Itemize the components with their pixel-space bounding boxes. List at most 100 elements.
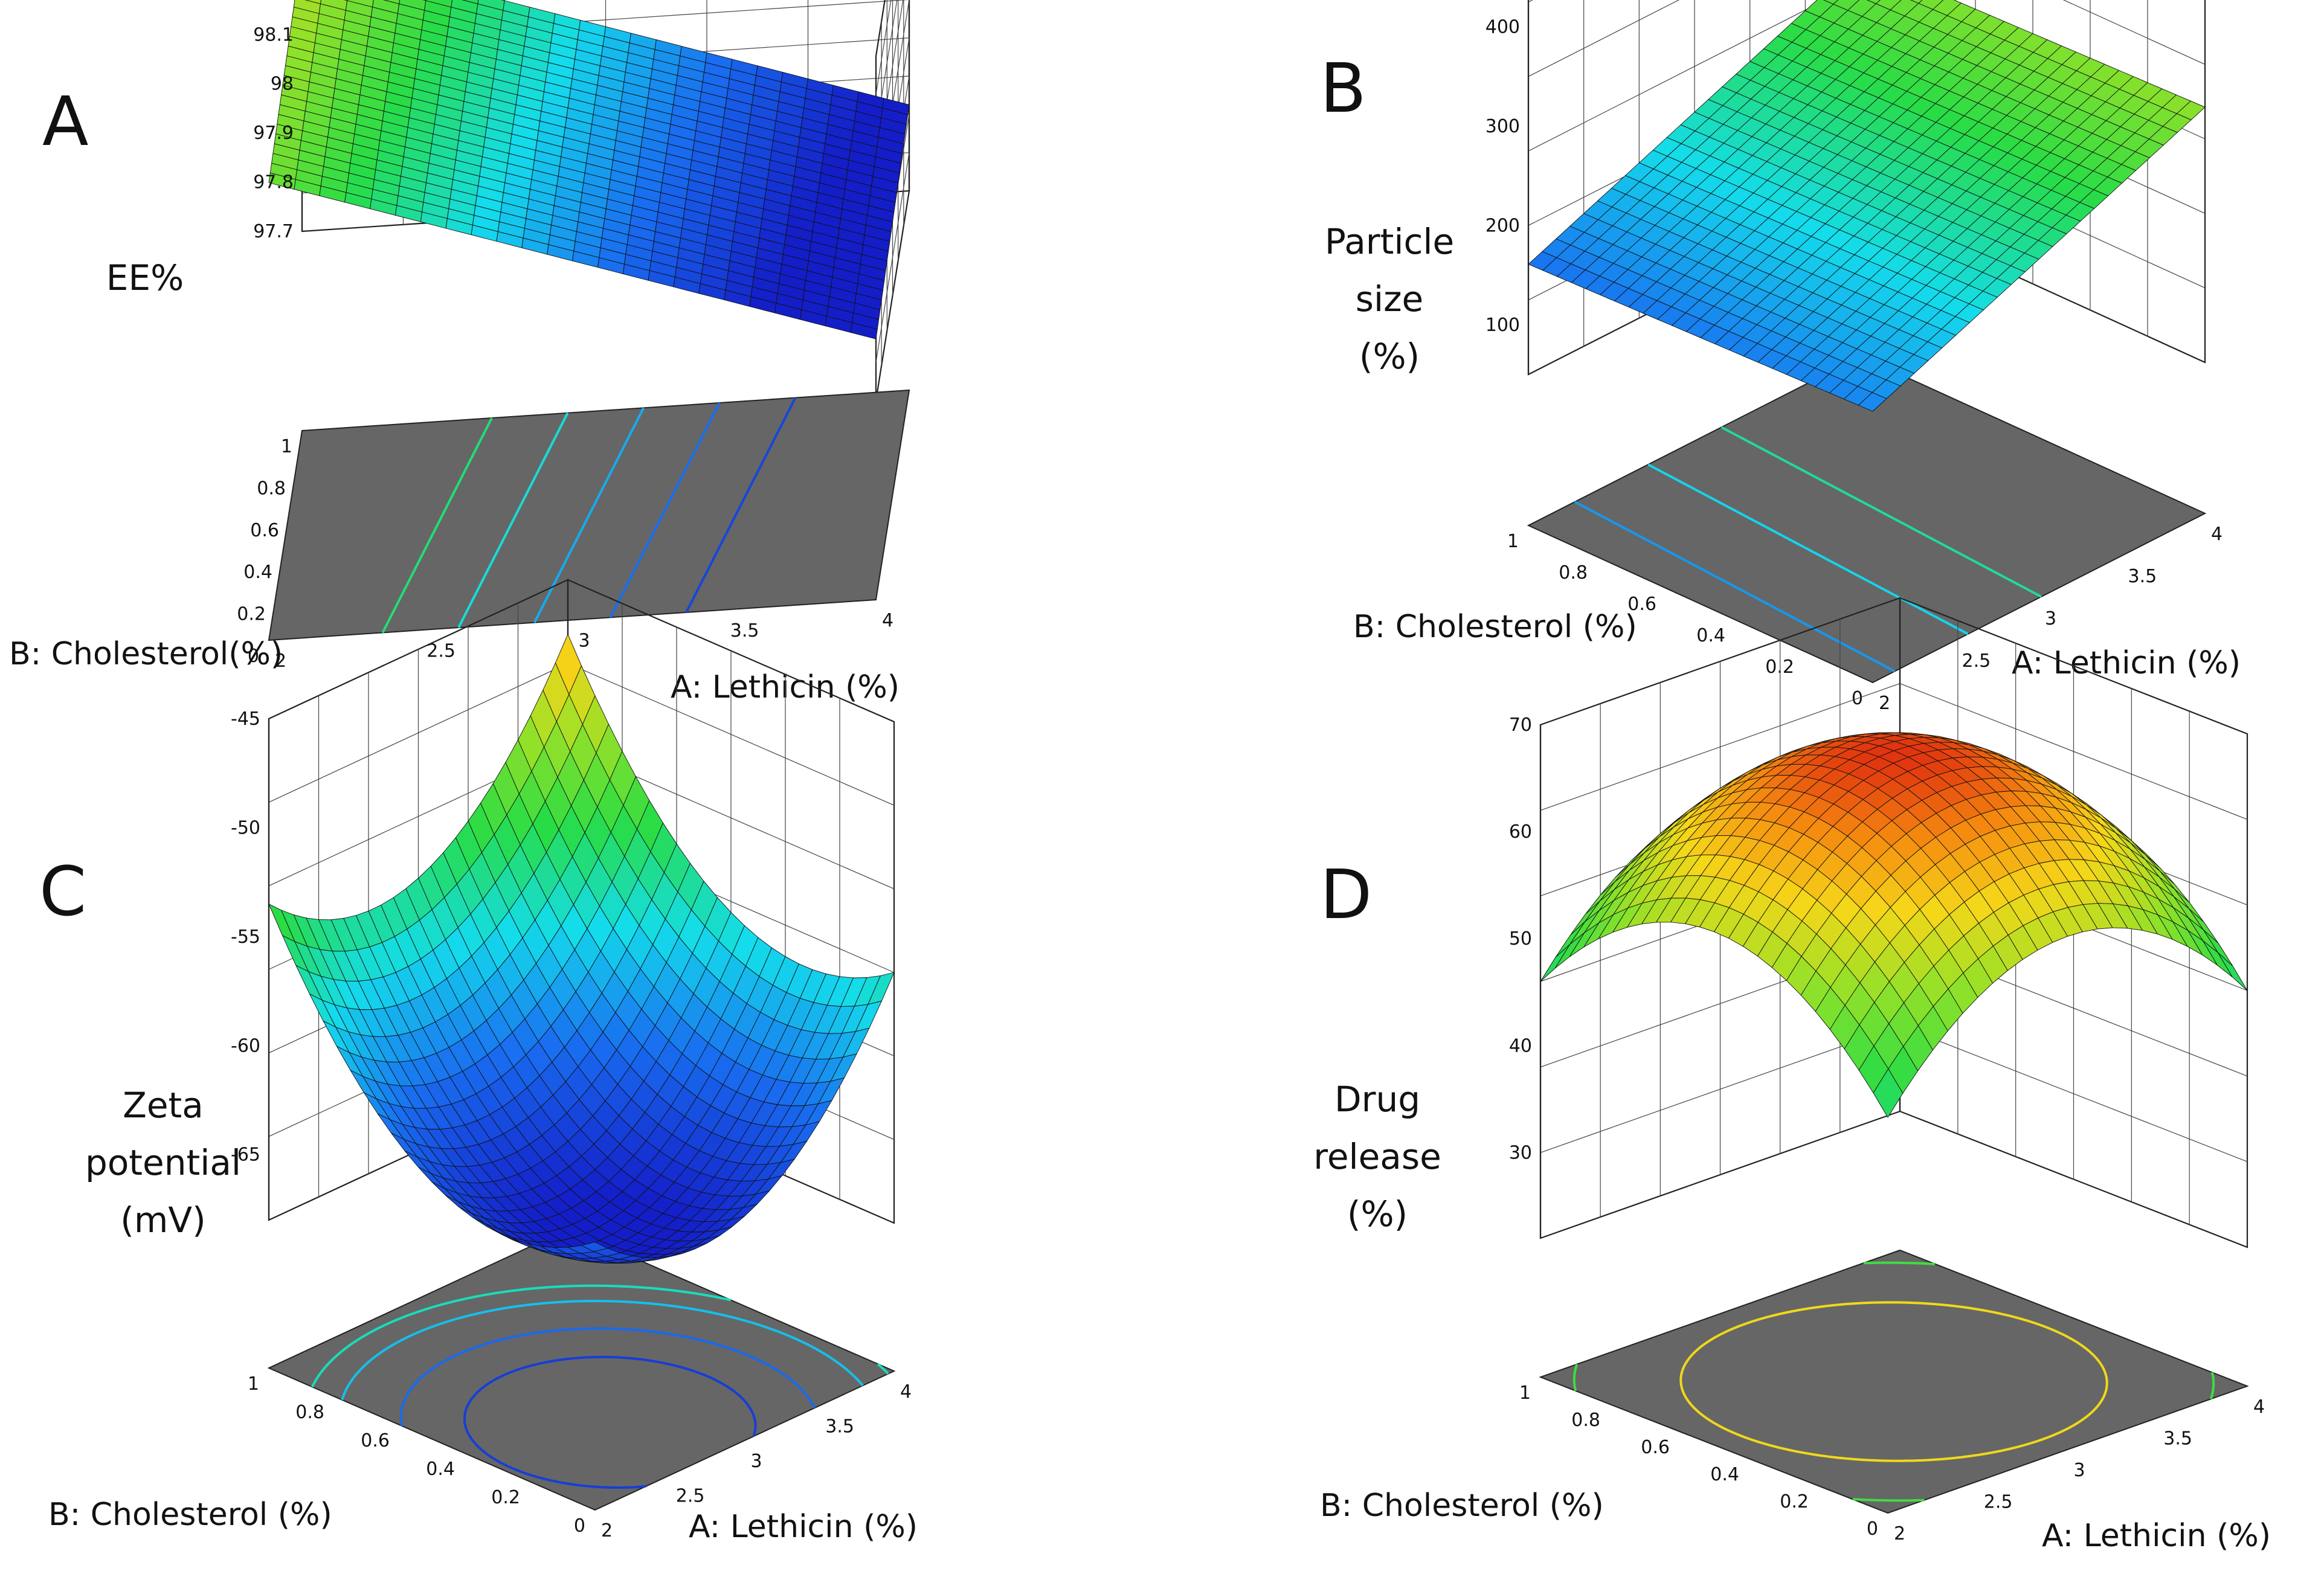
- floor-plane: [1539, 1249, 2249, 1514]
- y-tick-label: 0.6: [1627, 594, 1656, 615]
- y-tick-label: 0.6: [361, 1430, 390, 1451]
- y-axis-label: B: Cholesterol (%): [48, 1497, 332, 1533]
- x-tick-label: 3: [2074, 1460, 2085, 1481]
- z-axis-label: Drug release (%): [1313, 1079, 1441, 1235]
- x-tick-label: 3.5: [2163, 1428, 2192, 1450]
- response-surface: [1528, 0, 2206, 412]
- x-tick-label: 3.5: [730, 620, 759, 641]
- y-tick-label: 1: [281, 436, 292, 457]
- response-surface: [268, 634, 895, 1264]
- z-tick-label: 300: [1485, 116, 1520, 137]
- y-tick-label: 0.4: [426, 1459, 455, 1480]
- z-ticks: 30 40 50 60 70: [1509, 715, 1532, 1163]
- floor-contours: [1574, 426, 2042, 673]
- contour-line: [1572, 1261, 2215, 1502]
- y-tick-label: 0.8: [1571, 1410, 1600, 1431]
- y-tick-label: 0: [1867, 1518, 1878, 1540]
- panel-letter: B: [1320, 50, 1366, 128]
- contour-line: [311, 1284, 889, 1388]
- z-tick-label: 97.9: [253, 123, 294, 144]
- y-tick-label: 0: [248, 646, 259, 667]
- contour-line: [1574, 501, 1896, 673]
- z-tick-label: 97.7: [253, 221, 294, 242]
- y-tick-label: 0.6: [250, 520, 279, 541]
- z-ticks: 100200300400500: [1485, 16, 1520, 336]
- x-tick-label: 2: [601, 1520, 613, 1541]
- z-tick-label: 98.1: [253, 24, 294, 45]
- z-tick-label: -45: [231, 708, 260, 730]
- y-tick-label: 0.4: [1710, 1464, 1739, 1485]
- x-tick-label: 4: [2211, 524, 2223, 545]
- x-tick-label: 2: [275, 650, 286, 672]
- z-tick-label: 98: [271, 74, 294, 95]
- panel-c: -65 -60 -55 -50 -45 2 2.5 3 3.5 4 0 0.2 0.4 0.6 0.8 1 C Z…: [39, 579, 918, 1545]
- z-tick-label: -65: [231, 1145, 260, 1166]
- x-tick-label: 4: [2253, 1396, 2265, 1418]
- z-tick-label: 50: [1509, 928, 1532, 949]
- y-tick-label: 1: [1507, 531, 1519, 552]
- y-tick-label: 0.8: [1559, 562, 1588, 583]
- x-ticks: 2 2.5 3 3.5 4: [601, 1381, 912, 1541]
- x-axis-label: A: Lethicin (%): [2012, 645, 2241, 681]
- contour-line: [457, 412, 569, 628]
- y-tick-label: 0.2: [491, 1487, 520, 1508]
- y-ticks: 0 0.2 0.4 0.6 0.8 1: [248, 1373, 585, 1537]
- x-ticks: 2 2.5 3 3.5 4: [1894, 1396, 2265, 1544]
- z-tick-label: -60: [231, 1035, 260, 1056]
- z-tick-label: 200: [1485, 215, 1520, 236]
- x-tick-label: 3: [579, 631, 590, 652]
- panel-a: 97.797.897.99898.198.298.398.422.533.540…: [9, 0, 910, 705]
- y-ticks: 0 0.2 0.4 0.6 0.8 1: [1519, 1383, 1878, 1540]
- panel-b: 10020030040050022.533.5400.20.40.60.81BP…: [1320, 0, 2241, 714]
- x-ticks: 2 2.5 3 3.5 4: [1879, 524, 2223, 714]
- y-tick-label: 0.4: [1696, 625, 1725, 646]
- contour-line: [1720, 426, 2042, 598]
- y-tick-label: 0.2: [1780, 1491, 1809, 1512]
- z-axis-label: EE%: [106, 257, 184, 298]
- z-tick-label: 100: [1485, 315, 1520, 336]
- contour-line: [685, 397, 797, 613]
- y-axis-label: B: Cholesterol (%): [1353, 609, 1637, 645]
- x-tick-label: 4: [882, 610, 893, 631]
- contour-line: [1647, 463, 1969, 635]
- contour-line: [463, 1355, 757, 1489]
- y-tick-label: 0.2: [237, 604, 266, 625]
- floor-contours: [1572, 1261, 2215, 1502]
- response-surface: [268, 0, 910, 339]
- y-axis-label: B: Cholesterol (%): [1320, 1488, 1604, 1524]
- contour-line: [381, 417, 493, 634]
- y-tick-label: 0.6: [1641, 1437, 1670, 1458]
- x-tick-label: 2: [1879, 693, 1890, 714]
- panel-letter: D: [1320, 856, 1372, 934]
- x-tick-label: 3.5: [2128, 566, 2157, 587]
- z-tick-label: 60: [1509, 821, 1532, 843]
- x-tick-label: 3: [751, 1451, 762, 1472]
- x-tick-label: 2.5: [676, 1486, 705, 1507]
- z-tick-label: -55: [231, 927, 260, 948]
- contour-line: [1679, 1301, 2108, 1462]
- contour-line: [341, 1300, 864, 1401]
- response-surface: [1540, 732, 2248, 1118]
- y-tick-label: 0.8: [295, 1402, 324, 1423]
- y-tick-label: 0.8: [257, 478, 286, 499]
- y-tick-label: 1: [1519, 1383, 1531, 1404]
- y-tick-label: 1: [248, 1373, 259, 1395]
- floor-contours: [381, 397, 797, 634]
- panel-letter: C: [39, 853, 86, 931]
- y-tick-label: 0: [574, 1515, 585, 1537]
- x-tick-label: 3: [2045, 608, 2056, 629]
- z-tick-label: 30: [1509, 1142, 1532, 1163]
- z-tick-label: 400: [1485, 16, 1520, 37]
- x-axis-label: A: Lethicin (%): [2042, 1518, 2271, 1554]
- z-ticks: -65 -60 -55 -50 -45: [231, 708, 260, 1166]
- z-tick-label: 40: [1509, 1035, 1532, 1056]
- y-tick-label: 0.4: [243, 562, 272, 583]
- y-ticks: 0 0.2 0.4 0.6 0.8 1: [237, 436, 292, 667]
- y-axis-label: B: Cholesterol(%): [9, 636, 283, 672]
- x-tick-label: 3.5: [825, 1416, 854, 1437]
- x-tick-label: 4: [900, 1381, 912, 1402]
- x-tick-label: 2.5: [1962, 650, 1991, 672]
- x-tick-label: 2.5: [1984, 1492, 2013, 1513]
